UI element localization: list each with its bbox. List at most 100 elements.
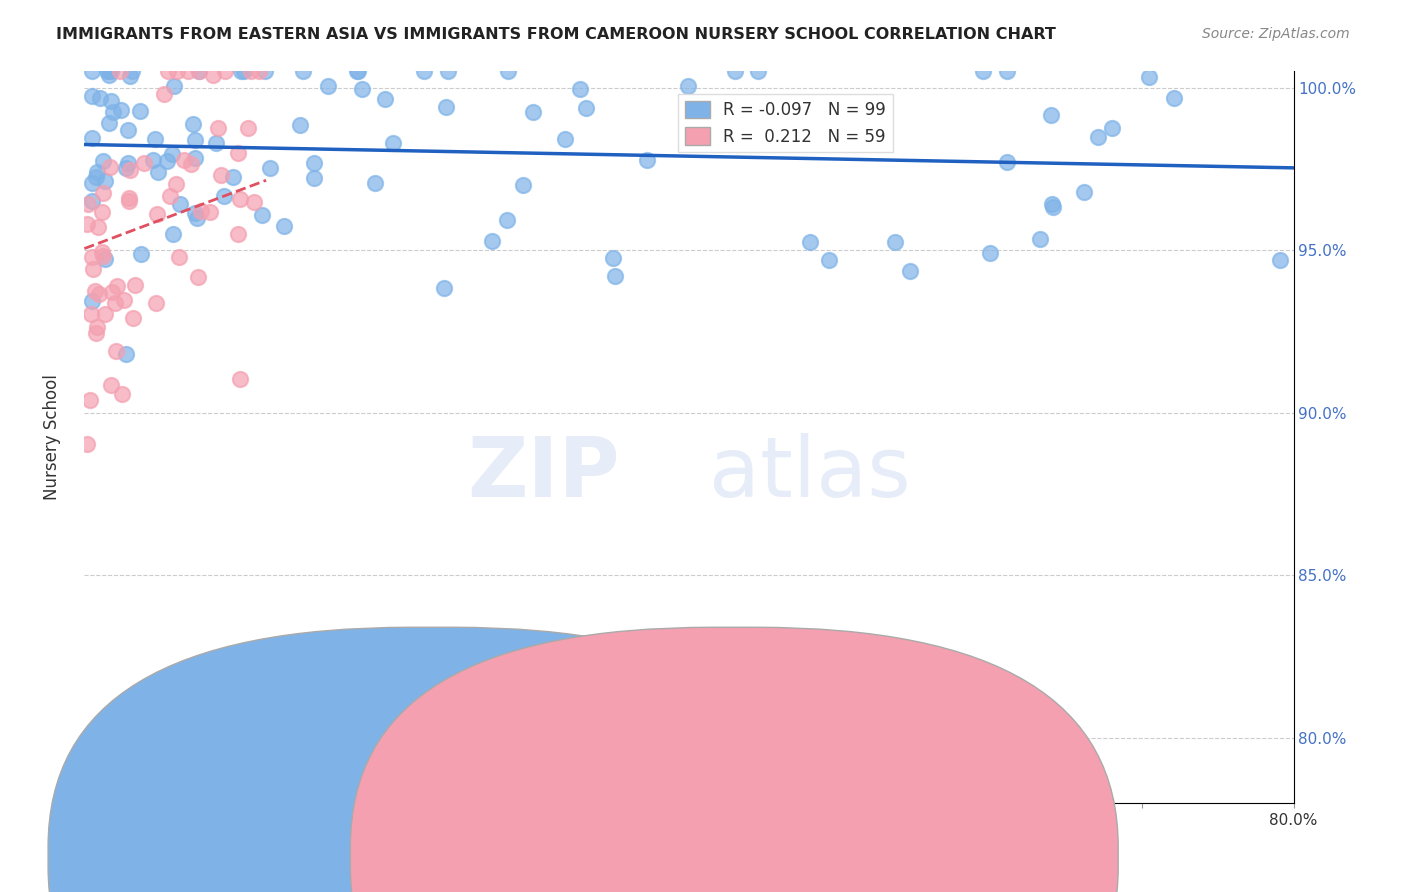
Point: [104, 295, 127, 310]
Point: [91, 249, 114, 263]
Point: [229, 372, 252, 386]
Point: [481, 234, 503, 248]
Point: [100, 64, 122, 78]
Point: [115, 161, 138, 175]
Point: [98, 68, 121, 82]
Point: [162, 227, 184, 241]
Point: [778, 125, 800, 139]
Point: [247, 64, 270, 78]
Point: [82, 261, 104, 276]
Point: [273, 219, 295, 233]
Point: [90, 205, 112, 219]
Point: [146, 207, 169, 221]
Point: [121, 311, 143, 326]
Point: [433, 281, 456, 295]
Y-axis label: Nursery School: Nursery School: [42, 374, 60, 500]
Point: [100, 94, 122, 108]
Point: [98, 160, 121, 174]
Point: [118, 194, 141, 209]
Point: [231, 64, 253, 78]
Point: [80, 64, 103, 78]
Point: [1087, 130, 1109, 145]
Point: [143, 132, 166, 146]
Point: [412, 64, 434, 78]
Point: [1163, 91, 1185, 105]
Point: [84, 284, 107, 298]
Point: [165, 177, 187, 191]
Point: [374, 92, 396, 106]
Point: [190, 203, 212, 218]
Point: [177, 64, 200, 78]
Text: Immigrants from Cameroon: Immigrants from Cameroon: [768, 848, 980, 863]
Point: [253, 64, 276, 78]
Point: [187, 269, 209, 284]
Point: [995, 64, 1018, 78]
Point: [146, 164, 169, 178]
Point: [522, 105, 544, 120]
Point: [183, 205, 205, 219]
Point: [291, 64, 314, 78]
Point: [226, 227, 249, 242]
Point: [350, 81, 373, 95]
Point: [346, 64, 368, 78]
Point: [160, 146, 183, 161]
Point: [159, 188, 181, 202]
Point: [89, 91, 111, 105]
Point: [180, 157, 202, 171]
Point: [120, 163, 142, 178]
Point: [105, 343, 128, 358]
Point: [82, 131, 104, 145]
Point: [568, 82, 591, 96]
Point: [1040, 108, 1063, 122]
Point: [316, 79, 339, 94]
Point: [86, 220, 108, 235]
Point: [80, 250, 103, 264]
Point: [603, 269, 626, 284]
Point: [636, 153, 658, 167]
Point: [226, 145, 249, 160]
Point: [187, 64, 209, 78]
Point: [676, 78, 699, 93]
Point: [167, 250, 190, 264]
Point: [363, 176, 385, 190]
Point: [91, 186, 114, 200]
Point: [117, 123, 139, 137]
Point: [169, 196, 191, 211]
Point: [84, 326, 107, 340]
Text: ZIP: ZIP: [468, 434, 620, 514]
Point: [128, 103, 150, 118]
Point: [166, 64, 188, 78]
Point: [124, 278, 146, 293]
Point: [437, 64, 460, 78]
FancyBboxPatch shape: [48, 627, 815, 892]
Point: [103, 105, 125, 120]
Point: [152, 87, 174, 102]
Point: [575, 101, 598, 115]
Point: [512, 178, 534, 192]
Point: [142, 153, 165, 168]
Point: [79, 392, 101, 407]
Point: [90, 245, 112, 260]
Point: [1137, 70, 1160, 84]
Text: IMMIGRANTS FROM EASTERN ASIA VS IMMIGRANTS FROM CAMEROON NURSERY SCHOOL CORRELAT: IMMIGRANTS FROM EASTERN ASIA VS IMMIGRAN…: [56, 27, 1056, 42]
Point: [1040, 197, 1063, 211]
Point: [186, 211, 208, 225]
Point: [201, 68, 224, 82]
Point: [86, 320, 108, 334]
Point: [105, 279, 128, 293]
Point: [184, 152, 207, 166]
Point: [979, 246, 1001, 260]
Point: [76, 437, 98, 451]
Point: [91, 153, 114, 168]
Point: [84, 169, 107, 184]
Point: [94, 252, 117, 266]
Point: [156, 153, 179, 168]
Point: [80, 194, 103, 208]
Point: [290, 118, 312, 132]
Point: [80, 177, 103, 191]
Point: [121, 64, 143, 78]
Point: [145, 295, 167, 310]
Point: [1268, 252, 1291, 267]
Point: [236, 120, 259, 135]
Point: [724, 64, 747, 78]
